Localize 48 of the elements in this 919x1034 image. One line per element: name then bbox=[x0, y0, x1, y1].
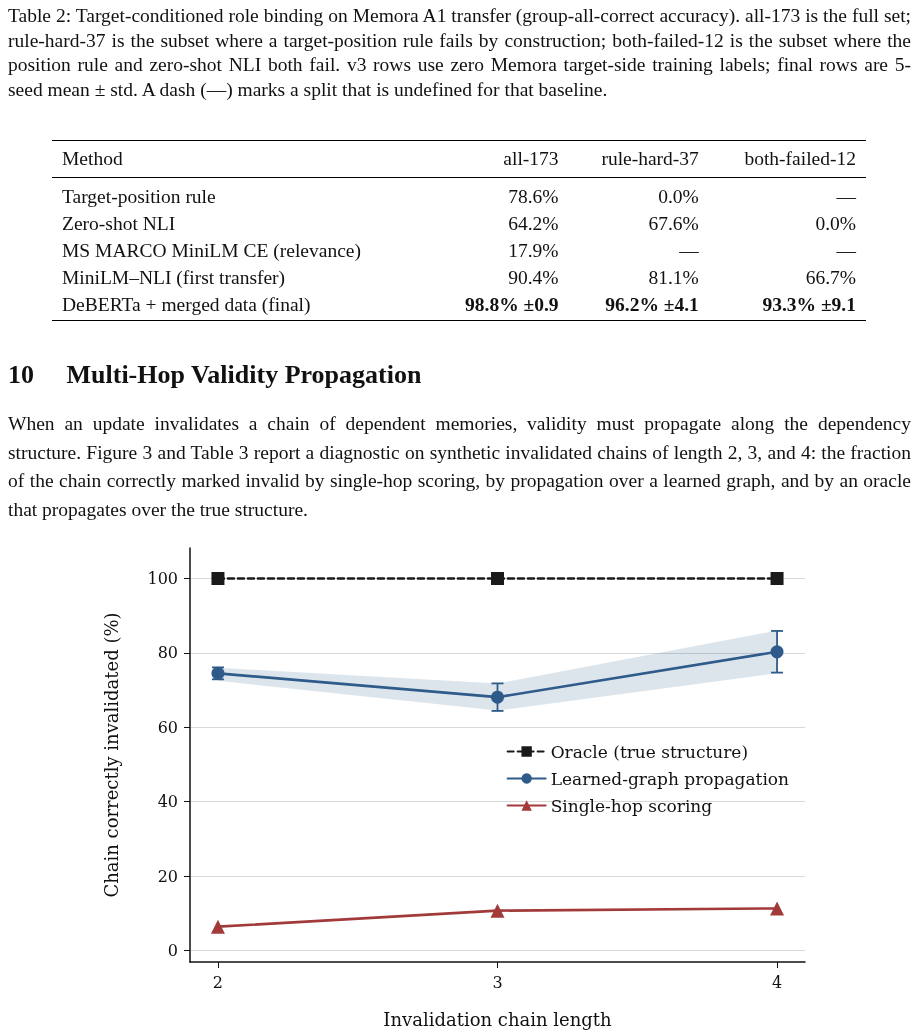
y-axis-title: Chain correctly invalidated (%) bbox=[100, 612, 122, 898]
point bbox=[211, 572, 225, 585]
text: 90.4% bbox=[507, 266, 560, 290]
text: all-173 bbox=[432, 140, 569, 178]
point bbox=[770, 572, 784, 585]
text: MiniLM–NLI (first transfer) bbox=[61, 266, 287, 290]
text: 98.8% ±0.9 bbox=[432, 291, 569, 321]
point bbox=[491, 572, 504, 585]
text: MS MARCO MiniLM CE (relevance) bbox=[61, 239, 362, 263]
text: — bbox=[678, 239, 700, 263]
text: Method bbox=[52, 140, 433, 178]
y-tick-label: 20 bbox=[157, 866, 178, 886]
text: Zero-shot NLI bbox=[61, 212, 177, 236]
text: 78.6% bbox=[507, 185, 560, 209]
text: 0.0% bbox=[814, 212, 857, 236]
text: 67.6% bbox=[647, 212, 700, 236]
y-tick-label: 100 bbox=[147, 569, 178, 588]
text: DeBERTa + merged data (final) bbox=[52, 291, 433, 321]
x-axis-title: Invalidation chain length bbox=[383, 1008, 613, 1030]
text: 93.3% ±9.1 bbox=[708, 291, 866, 321]
text: When an update invalidates a chain of dependent memories, validity must propagate along the dependency structure. Figure 3 and Table 3 report a diagnostic on synthetic invalidated chains of length 2, 3, and 4: the fraction of the chain correctly marked invalid by single-hop scoring, by propagation over a learned graph, and by an oracle that propagates over the true structure. bbox=[8, 412, 911, 522]
text: 66.7% bbox=[804, 266, 857, 290]
text: 64.2% bbox=[507, 212, 560, 236]
x-tick-label: 2 bbox=[212, 972, 224, 992]
y-tick-label: 80 bbox=[157, 643, 178, 663]
text: — bbox=[835, 239, 857, 263]
text: 81.1% bbox=[647, 266, 700, 290]
text: — bbox=[835, 185, 857, 209]
text: 10 Multi-Hop Validity Propagation bbox=[8, 360, 422, 390]
caption: Table 2: Target-conditioned role binding on Memora A1 transfer (group-all-correct accuracy). all-173 is the full set; rule-hard-37 is the subset where a target-position rule fails by construction; both-failed-12 is the subset where the position rule and zero-shot NLI both fail. v3 rows use zero Memora target-side training labels; final rows are 5-seed mean ± std. A dash (—) marks a split that is undefined for that baseline. bbox=[8, 4, 911, 102]
point bbox=[490, 903, 505, 918]
point bbox=[210, 919, 225, 934]
point bbox=[770, 901, 785, 916]
legend-label: Learned-graph propagation bbox=[550, 768, 790, 789]
x-tick-label: 4 bbox=[771, 972, 783, 992]
y-tick-label: 40 bbox=[157, 792, 178, 812]
point bbox=[491, 690, 504, 704]
text: Target-position rule bbox=[61, 185, 217, 209]
text: 17.9% bbox=[507, 239, 560, 263]
text: both-failed-12 bbox=[708, 140, 866, 178]
y-tick-label: 0 bbox=[167, 940, 178, 960]
text: 0.0% bbox=[657, 185, 700, 209]
x-tick-label: 3 bbox=[492, 972, 503, 992]
text: rule-hard-37 bbox=[568, 140, 709, 178]
legend-label: Oracle (true structure) bbox=[550, 741, 749, 762]
legend-label: Single-hop scoring bbox=[550, 795, 713, 816]
text: 96.2% ±4.1 bbox=[568, 291, 709, 321]
y-tick-label: 60 bbox=[157, 717, 178, 737]
